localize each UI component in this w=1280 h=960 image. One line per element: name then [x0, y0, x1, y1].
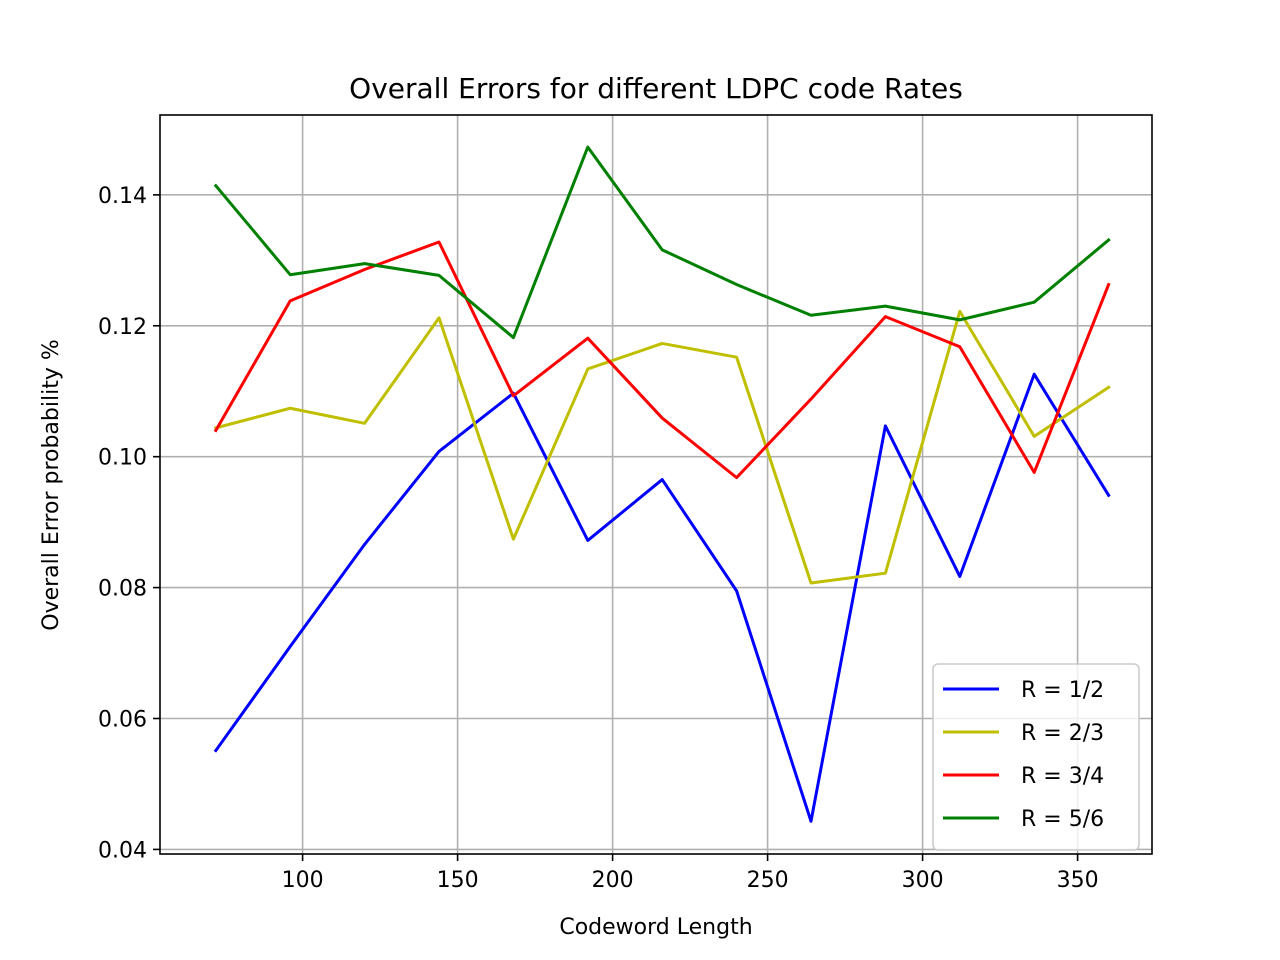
x-tick-label: 150 [437, 868, 479, 893]
x-tick-label: 250 [747, 868, 789, 893]
x-tick-label: 350 [1057, 868, 1099, 893]
y-axis-label: Overall Error probability % [39, 339, 64, 631]
x-tick-label: 300 [902, 868, 944, 893]
plot-frame [159, 114, 1153, 855]
y-tick-label: 0.10 [98, 446, 147, 471]
x-tick-label: 200 [592, 868, 634, 893]
gridlines [160, 115, 1152, 854]
legend-label: R = 1/2 [1021, 678, 1104, 703]
legend-label: R = 5/6 [1021, 807, 1104, 832]
y-tick-label: 0.06 [98, 708, 147, 733]
y-tick-label: 0.14 [98, 184, 147, 209]
series-line-4 [213, 145, 1111, 340]
x-tick-label: 100 [282, 868, 324, 893]
series-lines [213, 145, 1111, 823]
series-line-1 [213, 372, 1111, 823]
y-tick-label: 0.04 [98, 838, 147, 863]
x-axis-label: Codeword Length [559, 915, 752, 940]
series-line-2 [213, 309, 1111, 585]
series-line-3 [213, 240, 1111, 480]
legend-label: R = 3/4 [1021, 764, 1104, 789]
chart-title: Overall Errors for different LDPC code R… [349, 72, 963, 105]
axis-ticks: 100 150 200 250 300 350 0.04 0.06 0.08 0.10 0.12 0.… [98, 184, 1099, 893]
y-tick-label: 0.12 [98, 315, 147, 340]
legend-box [932, 663, 1140, 851]
legend: R = 1/2 R = 2/3 R = 3/4 R = 5/6 [932, 663, 1140, 851]
legend-label: R = 2/3 [1021, 721, 1104, 746]
y-tick-label: 0.08 [98, 577, 147, 602]
